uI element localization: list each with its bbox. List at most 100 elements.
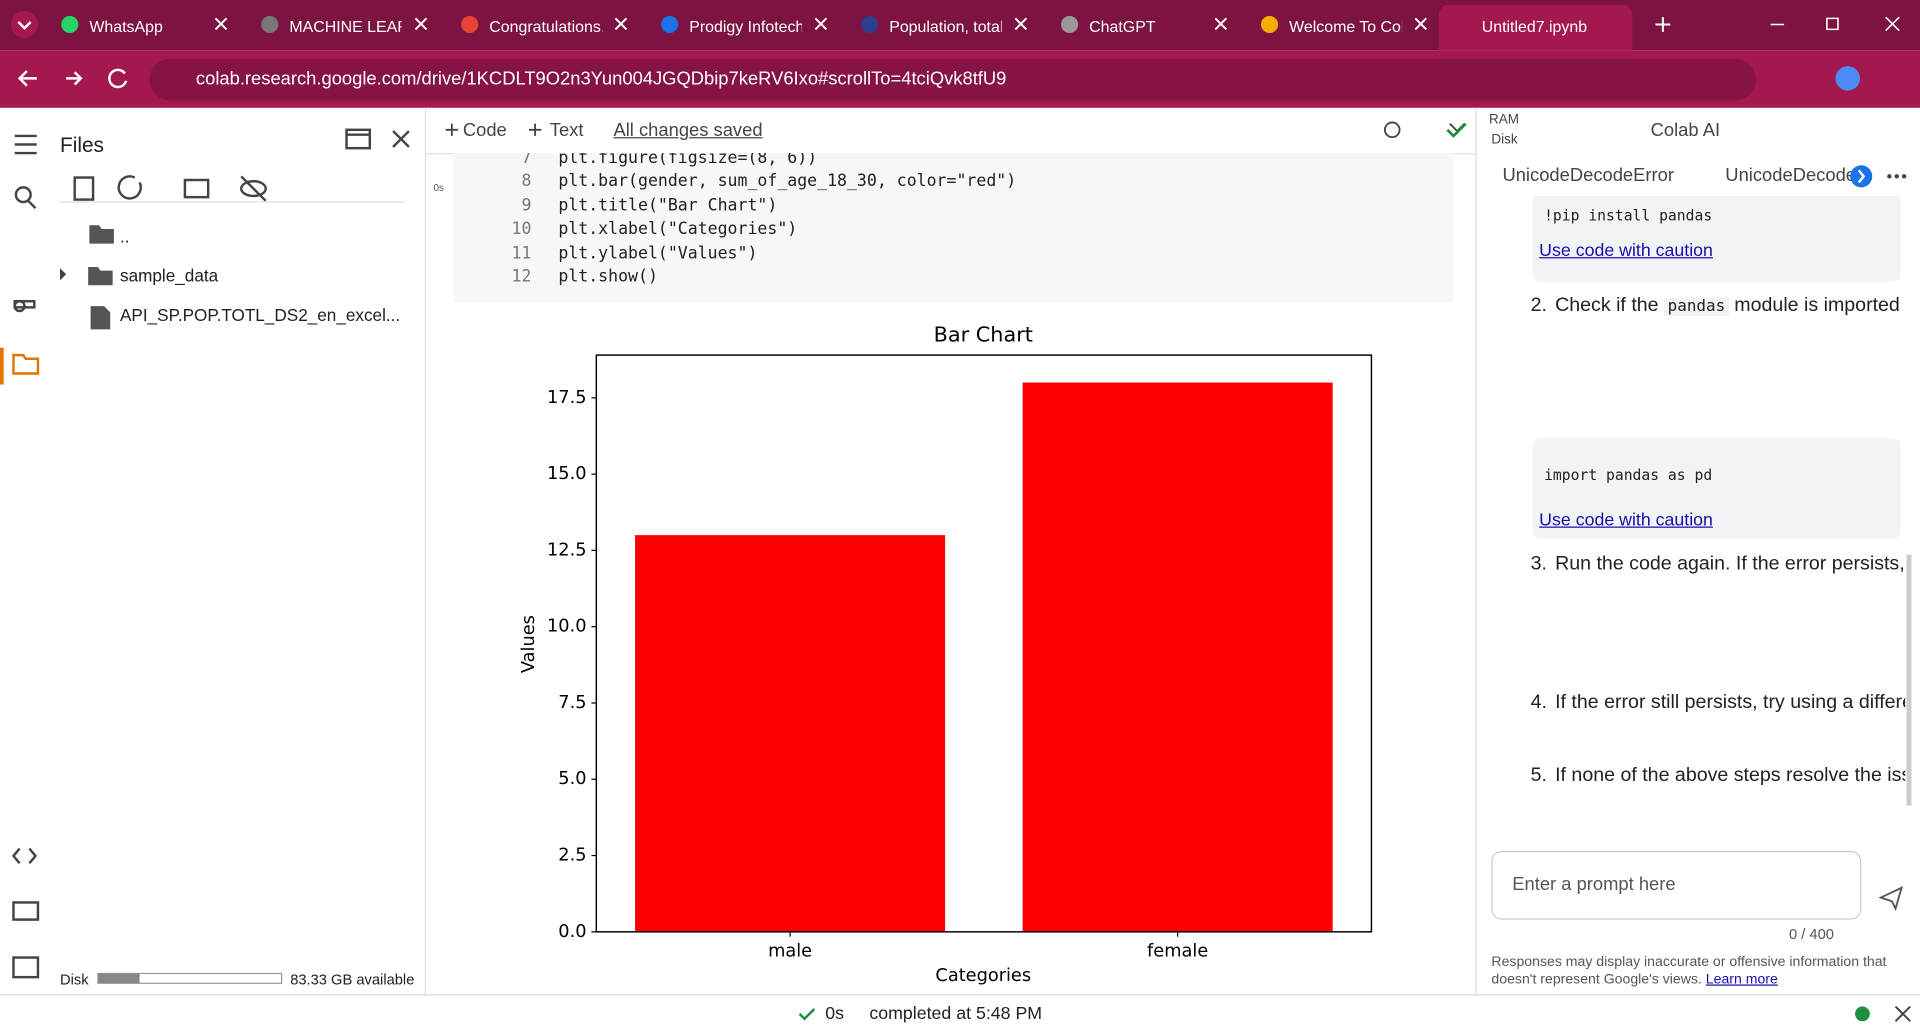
bar: [1022, 382, 1333, 932]
chart: Bar Chart Categories Values male female 0.…: [519, 323, 1373, 986]
chart-title: Bar Chart: [934, 323, 1033, 347]
gemini-tab[interactable]: UnicodeDecode: [1725, 165, 1857, 187]
rail-icons: [0, 134, 40, 979]
tab-title: WhatsApp: [89, 17, 163, 36]
add-code[interactable]: Code: [462, 120, 507, 141]
line-number: 11: [511, 243, 532, 263]
step-number: 3.: [1530, 553, 1547, 575]
new-tab: [1655, 17, 1671, 32]
caution-link[interactable]: Use code with caution: [1539, 510, 1713, 531]
y-axis-label: Values: [519, 615, 539, 673]
step: 4. If the error still persists, try using…: [1531, 687, 1906, 719]
line-number: 7: [521, 153, 532, 168]
y-tick-label: 7.5: [558, 693, 586, 713]
code-line: plt.show(): [558, 266, 658, 287]
step: 5. If none of the above steps resolve the…: [1531, 760, 1906, 792]
url: colab.research.google.com/drive/1KCDLT9O…: [195, 68, 1007, 90]
line-number: 10: [511, 219, 532, 240]
code-line: plt.bar(gender, sum_of_age_18_30, color=…: [558, 171, 1017, 192]
tab-close: [1414, 17, 1427, 31]
save-status: All changes saved: [613, 120, 763, 141]
disk-label: Disk: [60, 971, 89, 989]
plot-frame: [595, 354, 1373, 933]
tab-close: [214, 17, 228, 31]
code-line: plt.xlabel("Categories"): [558, 219, 798, 240]
char-counter: 0 / 400: [1788, 925, 1834, 943]
step-text: module is imported in the code. If it is…: [1734, 295, 1905, 316]
y-tick-label: 0.0: [558, 922, 586, 942]
browser-tab[interactable]: Untitled7.ipynb: [1438, 4, 1633, 51]
line-number: 12: [511, 266, 532, 287]
favicon: [861, 15, 879, 34]
tab-bar: WhatsApp MACHINE LEARN Congratulations, Pro…: [0, 0, 1920, 51]
status-message: completed at 5:48 PM: [869, 1004, 1043, 1024]
snippet-code: !pip install pandas: [1544, 206, 1713, 225]
file-item[interactable]: ..: [120, 226, 130, 247]
nav-icons: [17, 66, 1861, 91]
favicon: [261, 15, 279, 34]
tab-close: [1014, 17, 1028, 31]
toolbar-icons: [445, 121, 1467, 139]
gemini-panel: UnicodeDecodeError UnicodeDecode Enter a…: [1475, 107, 1920, 995]
menu-button: [11, 11, 38, 38]
tab-close: [414, 17, 428, 31]
code-line: plt.figure(figsize=(8, 6)): [558, 153, 818, 168]
y-tick-label: 17.5: [547, 388, 587, 408]
gemini-response: !pip install pandas Use code with cautio…: [1482, 195, 1906, 845]
add-text[interactable]: Text: [549, 120, 584, 141]
step: 3. Run the code again. If the error persi…: [1531, 549, 1906, 581]
line-number: 9: [521, 195, 532, 216]
disk-free: 83.33 GB available: [290, 971, 415, 989]
file-item[interactable]: sample_data: [120, 265, 219, 286]
colab-ai[interactable]: Colab AI: [1650, 120, 1721, 141]
tab-close: [814, 17, 828, 31]
x-tick-label: male: [768, 941, 812, 961]
y-tick-label: 2.5: [558, 846, 586, 866]
line-number: 8: [521, 171, 532, 192]
status-icons: [798, 1005, 1911, 1022]
browser-tab[interactable]: WhatsApp: [47, 5, 240, 50]
tab-title: ChatGPT: [1089, 17, 1156, 36]
step-number: 5.: [1530, 765, 1547, 787]
prompt-box[interactable]: Enter a prompt here: [1491, 851, 1862, 920]
step-text: If the error still persists, try using a…: [1555, 691, 1905, 713]
caution-link[interactable]: Use code with caution: [1539, 241, 1713, 261]
code-cell[interactable]: 7 plt.figure(figsize=(8, 6)) 8 plt.bar(gend…: [453, 153, 1454, 303]
code-snippet: !pip install pandas Use code with cautio…: [1533, 195, 1901, 282]
tab-title: Prodigy Infotech: [689, 17, 802, 36]
snippet-code: import pandas as pd: [1544, 466, 1713, 484]
browser-tab[interactable]: Congratulations,: [446, 5, 639, 50]
browser-tab[interactable]: MACHINE LEARN: [246, 5, 439, 50]
tab-title: Congratulations,: [489, 17, 602, 36]
step-number: 4.: [1530, 691, 1547, 713]
panel-title: Files: [60, 133, 104, 157]
tab-title: Welcome To Col: [1289, 17, 1402, 36]
menu-caret: [17, 21, 32, 30]
url-bar[interactable]: colab.research.google.com/drive/1KCDLT9O…: [149, 58, 1756, 101]
gemini-tab[interactable]: UnicodeDecodeError: [1502, 165, 1674, 187]
favicon: [61, 15, 79, 34]
browser-tab[interactable]: Welcome To Col: [1246, 5, 1439, 50]
tab-close: [1214, 17, 1228, 31]
file-item[interactable]: API_SP.POP.TOTL_DS2_en_excel...: [120, 304, 401, 325]
y-tick-label: 12.5: [547, 540, 587, 560]
y-tick-label: 10.0: [547, 617, 587, 637]
nav-buttons: [17, 68, 128, 89]
y-tick-label: 5.0: [558, 769, 586, 789]
side-rail: [0, 108, 49, 995]
code-line: plt.title("Bar Chart"): [558, 195, 778, 216]
browser-tab[interactable]: ChatGPT: [1046, 5, 1239, 50]
inline-code: pandas: [1664, 297, 1729, 316]
disclaimer-text: Responses may display inaccurate or offe…: [1491, 955, 1887, 987]
browser-tab[interactable]: Population, total: [846, 5, 1039, 50]
browser-tab[interactable]: Prodigy Infotech: [646, 5, 839, 50]
favicon: [1061, 15, 1079, 34]
profile: [1835, 66, 1861, 91]
tab-title: MACHINE LEARN: [289, 17, 402, 36]
status-bar: 0s completed at 5:48 PM: [0, 994, 1920, 1030]
step-text: Run the code again. If the error persist…: [1555, 553, 1905, 575]
learn-more[interactable]: Learn more: [1705, 972, 1778, 987]
step: 2. Check if the pandas module is imported…: [1531, 290, 1905, 323]
